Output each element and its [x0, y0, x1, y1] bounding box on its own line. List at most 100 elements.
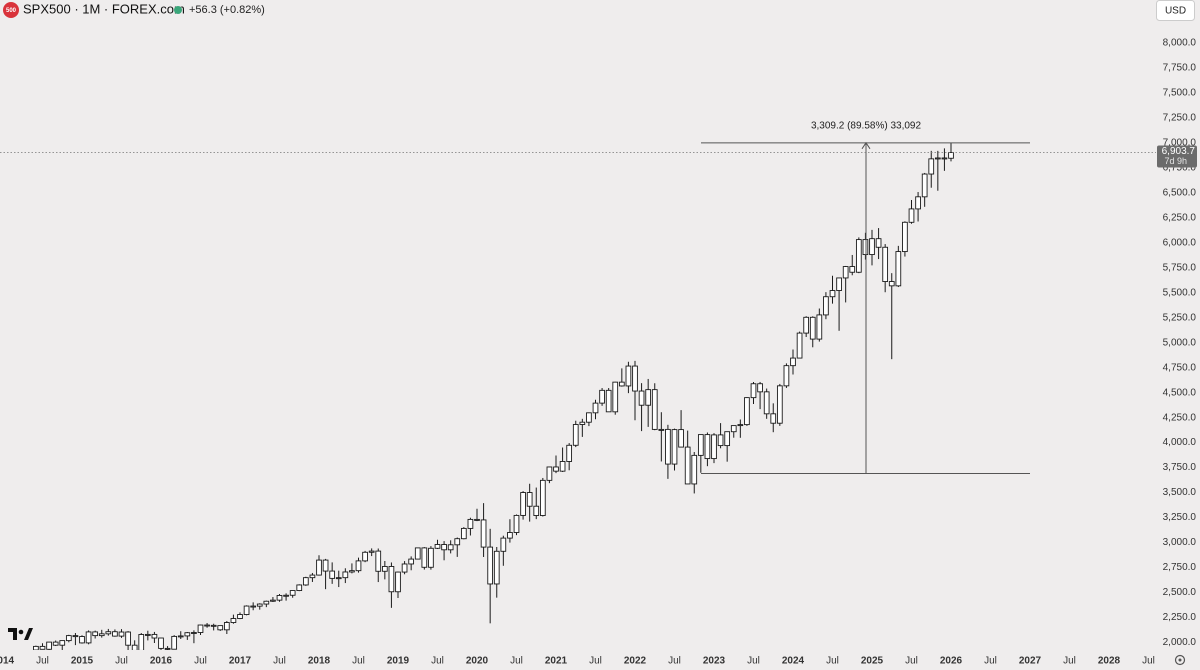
y-tick-label: 5,500.0: [1163, 287, 1197, 298]
candle-body: [250, 605, 257, 608]
candle-body: [651, 389, 658, 430]
candle-body: [467, 518, 474, 529]
candle-body: [210, 624, 217, 627]
y-tick-label: 7,000.0: [1163, 138, 1197, 149]
x-tick-label: 2021: [545, 656, 568, 667]
candle-body: [730, 425, 737, 433]
candle-body: [408, 558, 415, 565]
candle-body: [98, 633, 105, 637]
candle-body: [335, 577, 342, 580]
x-tick-label: 2017: [229, 656, 252, 667]
last-price-box: [1157, 145, 1197, 168]
candle-body: [533, 505, 540, 516]
y-tick-label: 6,500.0: [1163, 187, 1197, 198]
candle-body: [414, 547, 421, 560]
x-tick-label: 2027: [1019, 656, 1042, 667]
candle-body: [316, 559, 322, 576]
candle-body: [783, 365, 790, 387]
x-tick-label: Jul: [1142, 656, 1155, 667]
candle-body: [750, 383, 757, 399]
x-tick-label: Jul: [273, 656, 286, 667]
candle-body: [809, 316, 816, 340]
candle-body: [164, 647, 171, 650]
candle-body: [395, 571, 401, 593]
candle-body: [270, 599, 276, 602]
candle-body: [572, 424, 579, 446]
candle-body: [678, 429, 684, 448]
candle-body: [487, 546, 494, 585]
x-tick-label: 2016: [150, 656, 173, 667]
candle-body: [796, 332, 803, 359]
candle-body: [375, 550, 382, 572]
candle-body: [711, 434, 717, 460]
countdown-label: 7d 9h: [1164, 156, 1187, 166]
candle-body: [237, 614, 243, 619]
candle-body: [401, 563, 408, 573]
candle-body: [52, 641, 59, 646]
candle-body: [500, 537, 507, 552]
x-tick-label: Jul: [747, 656, 760, 667]
x-tick-label: Jul: [194, 656, 207, 667]
candle-body: [428, 547, 434, 568]
y-tick-label: 3,750.0: [1163, 462, 1197, 473]
y-tick-label: 4,000.0: [1163, 437, 1197, 448]
x-tick-label: Jul: [36, 656, 49, 667]
candle-body: [144, 633, 151, 636]
y-tick-label: 6,750.0: [1163, 162, 1197, 173]
candle-body: [342, 571, 349, 579]
candle-body: [322, 559, 329, 572]
candle-body: [592, 402, 599, 414]
candle-body: [513, 514, 520, 533]
y-tick-label: 2,250.0: [1163, 612, 1197, 623]
y-tick-label: 4,500.0: [1163, 387, 1197, 398]
candle-body: [256, 603, 263, 607]
candle-body: [717, 434, 724, 447]
measure-label: 3,309.2 (89.58%) 33,092: [811, 120, 922, 131]
candle-body: [177, 635, 184, 638]
x-tick-label: Jul: [984, 656, 997, 667]
currency-label[interactable]: USD: [1165, 6, 1186, 17]
candle-body: [355, 560, 362, 572]
measure-arrowhead: [861, 141, 871, 150]
candle-body: [362, 551, 368, 562]
candle-body: [849, 266, 856, 273]
candle-body: [842, 266, 849, 279]
y-tick-label: 2,750.0: [1163, 562, 1197, 573]
y-tick-label: 2,500.0: [1163, 587, 1197, 598]
y-tick-label: 7,250.0: [1163, 113, 1197, 124]
currency-button[interactable]: [1156, 0, 1195, 21]
candle-body: [151, 633, 158, 639]
candle-body: [559, 461, 566, 472]
candle-body: [59, 640, 66, 646]
candle-body: [191, 632, 197, 634]
candle-body: [546, 466, 553, 481]
candle-body: [118, 631, 125, 637]
candle-body: [520, 492, 526, 516]
candle-body: [526, 492, 533, 507]
symbol-title[interactable]: SPX500 · 1M · FOREX.com: [23, 1, 185, 16]
candle-body: [276, 595, 283, 601]
candle-body: [691, 454, 698, 485]
y-tick-label: 7,500.0: [1163, 88, 1197, 99]
settings-button[interactable]: [1174, 654, 1186, 666]
candle-body: [724, 431, 731, 447]
candle-body: [480, 519, 487, 548]
x-tick-label: 2028: [1098, 656, 1121, 667]
candle-body: [454, 538, 461, 546]
candle-body: [862, 239, 869, 256]
candle-body: [85, 631, 92, 644]
candle-body: [671, 429, 678, 465]
y-tick-label: 7,750.0: [1163, 63, 1197, 74]
candle-body: [895, 251, 902, 287]
candle-body: [744, 397, 750, 426]
symbol-badge: 500: [6, 8, 17, 14]
candle-body: [368, 550, 375, 553]
candle-body: [204, 624, 210, 627]
x-tick-label: Jul: [352, 656, 365, 667]
candle-body: [131, 644, 138, 650]
candle-body: [941, 157, 948, 160]
candle-body: [882, 246, 889, 282]
y-tick-label: 6,250.0: [1163, 212, 1197, 223]
candle-body: [770, 413, 777, 424]
candle-body: [309, 574, 316, 579]
